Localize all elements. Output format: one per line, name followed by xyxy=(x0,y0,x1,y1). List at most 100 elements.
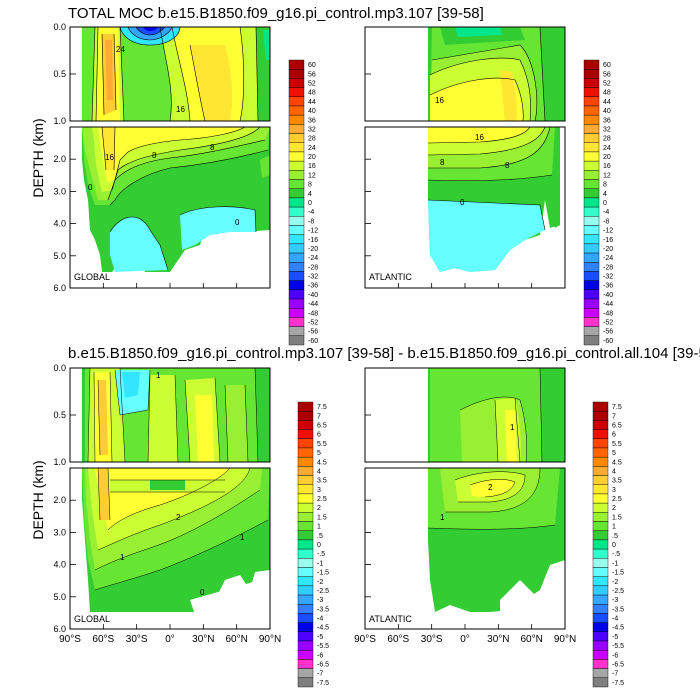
panel1-global-lower-plot: GLOBAL 24 16 8 0 16 8 0 xyxy=(69,45,271,289)
panel1-contour-label: 16 xyxy=(435,96,444,105)
colorbar-label: 48 xyxy=(603,90,611,97)
colorbar-box xyxy=(583,142,600,153)
depth-tick-label: 2.0 xyxy=(53,495,66,505)
colorbar-box xyxy=(288,197,305,208)
colorbar-box xyxy=(297,548,314,559)
colorbar-box xyxy=(297,631,314,642)
colorbar-label: 44 xyxy=(603,99,611,106)
lat-tick-label: 0° xyxy=(460,634,470,645)
colorbar-box xyxy=(297,558,314,568)
colorbar-label: -1 xyxy=(317,560,323,567)
colorbar-box xyxy=(583,335,600,346)
colorbar-box xyxy=(288,133,305,143)
colorbar-label: -5 xyxy=(612,634,618,641)
colorbar-label: -52 xyxy=(308,320,318,327)
colorbar-label: -24 xyxy=(603,255,613,262)
panel1-atlantic-label: ATLANTIC xyxy=(369,272,412,282)
lat-tick-label: 30°N xyxy=(487,634,509,645)
colorbar-label: 3.5 xyxy=(317,478,327,485)
colorbar-label: 4 xyxy=(612,468,616,475)
colorbar-box xyxy=(297,438,314,449)
colorbar-box xyxy=(288,335,305,346)
colorbar-label: -4.5 xyxy=(317,625,329,632)
colorbar-box xyxy=(288,225,305,235)
colorbar-label: 24 xyxy=(603,145,611,152)
panel2-contour-label: 1 xyxy=(156,371,161,380)
colorbar-box xyxy=(288,96,305,107)
colorbar-label: -28 xyxy=(308,264,318,271)
colorbar-box xyxy=(583,133,600,143)
colorbar-box xyxy=(592,622,609,633)
colorbar-label: -48 xyxy=(603,310,613,317)
colorbar-label: -4 xyxy=(317,616,323,623)
panel1-contour-label: 8 xyxy=(210,143,215,152)
colorbar-box xyxy=(288,234,305,245)
colorbar-label: 7 xyxy=(317,413,321,420)
colorbar-label: 0 xyxy=(603,200,607,207)
lat-tick-label: 60°N xyxy=(225,634,247,645)
panel1-global-upper-plot xyxy=(69,26,271,122)
panel2-atlantic-lower-plot: ATLANTIC 2 1 xyxy=(364,467,566,630)
colorbar-box xyxy=(583,317,600,327)
colorbar-box xyxy=(297,484,314,495)
colorbars: 60565248444036322824201612840-4-8-12-16-… xyxy=(288,59,624,688)
colorbar-label: -.5 xyxy=(317,551,325,558)
colorbar-box xyxy=(592,447,609,458)
colorbar-box xyxy=(592,631,609,642)
lat-tick-label: 90°S xyxy=(354,634,376,645)
colorbar-box xyxy=(583,197,600,208)
depth-tick-label: 0.5 xyxy=(53,410,66,420)
colorbar-box xyxy=(297,521,314,531)
panel1-ylabel: DEPTH (km) xyxy=(30,118,46,197)
colorbar-box xyxy=(297,466,314,476)
colorbar-label: -7.5 xyxy=(612,680,624,687)
colorbar-box xyxy=(583,179,600,189)
colorbar-box xyxy=(288,160,305,171)
colorbar-label: -16 xyxy=(308,237,318,244)
colorbar-box xyxy=(592,668,609,679)
lat-tick-label: 30°S xyxy=(421,634,443,645)
lat-tick-label: 30°S xyxy=(126,634,148,645)
colorbar-label: -3.5 xyxy=(612,606,624,613)
colorbar-label: 16 xyxy=(603,163,611,170)
colorbar-label: 2 xyxy=(612,505,616,512)
colorbar-box xyxy=(583,298,600,309)
colorbar-label: 2 xyxy=(317,505,321,512)
colorbar-box xyxy=(288,87,305,97)
colorbar-box xyxy=(297,512,314,522)
colorbar-box xyxy=(583,289,600,300)
depth-tick-label: 6.0 xyxy=(53,283,66,293)
colorbar-label: 4 xyxy=(603,191,607,198)
colorbar-label: 52 xyxy=(603,80,611,87)
colorbar-box xyxy=(288,105,305,116)
depth-tick-label: 4.0 xyxy=(53,219,66,229)
colorbar-label: -36 xyxy=(308,283,318,290)
colorbar-label: -44 xyxy=(308,301,318,308)
panel2-global-lower-plot: GLOBAL 2 1 0 1 xyxy=(69,467,271,630)
panel1-contour-label: 0 xyxy=(460,198,465,207)
panel2-ylabel: DEPTH (km) xyxy=(30,460,46,539)
panel1-contour-label: 16 xyxy=(105,153,114,162)
colorbar-label: -7 xyxy=(612,671,618,678)
colorbar-label: 5.5 xyxy=(317,441,327,448)
colorbar-label: 8 xyxy=(603,182,607,189)
lat-tick-label: 30°N xyxy=(192,634,214,645)
colorbar-box xyxy=(592,429,609,439)
colorbar-box xyxy=(592,576,609,587)
depth-tick-label: 5.0 xyxy=(53,251,66,261)
colorbar-box xyxy=(297,640,314,651)
colorbar-box xyxy=(288,68,305,79)
colorbar-box xyxy=(592,530,609,541)
colorbar-box xyxy=(583,160,600,171)
colorbar-label: 4 xyxy=(308,191,312,198)
colorbar-box xyxy=(592,475,609,485)
colorbar-label: 7.5 xyxy=(317,404,327,411)
colorbar-box xyxy=(583,243,600,254)
colorbar-box xyxy=(592,493,609,504)
panel1-contour-label: 8 xyxy=(152,151,157,160)
colorbar-box xyxy=(583,216,600,226)
colorbar-label: 6.5 xyxy=(317,422,327,429)
colorbar-box xyxy=(288,317,305,327)
panel1-contour-label: 0 xyxy=(235,218,240,227)
colorbar-label: 5 xyxy=(612,450,616,457)
